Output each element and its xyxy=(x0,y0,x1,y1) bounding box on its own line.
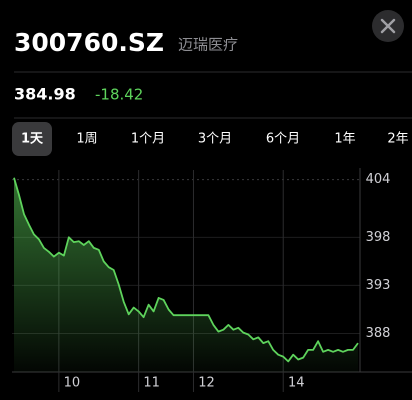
x-tick-label: 10 xyxy=(64,376,81,391)
close-icon[interactable] xyxy=(380,18,396,34)
range-tab[interactable]: 1个月 xyxy=(131,132,165,147)
range-tabs: 1天 1周 1个月 3个月 6个月 1年 2年 xyxy=(12,122,409,156)
range-tab[interactable]: 1周 xyxy=(76,132,97,147)
price-change: -18.42 xyxy=(95,86,143,104)
x-tick-label: 11 xyxy=(143,376,160,391)
price: 384.98 xyxy=(14,85,76,104)
price-line xyxy=(13,177,359,363)
company-name: 迈瑞医疗 xyxy=(178,36,238,54)
x-tick-label: 12 xyxy=(198,376,215,391)
y-tick-label: 404 xyxy=(366,172,391,187)
symbol: 300760.SZ xyxy=(14,28,164,57)
tab-selected-bg[interactable] xyxy=(12,122,52,156)
chart: 404 398 393 388 10 11 12 14 xyxy=(12,168,412,392)
x-tick-label: 14 xyxy=(288,376,305,391)
y-tick-label: 388 xyxy=(366,326,391,341)
range-tab[interactable]: 2年 xyxy=(387,132,408,147)
range-tab[interactable]: 1年 xyxy=(334,132,355,147)
range-tab[interactable]: 1天 xyxy=(21,132,44,147)
range-tab[interactable]: 3个月 xyxy=(198,132,232,147)
y-tick-label: 393 xyxy=(366,278,391,293)
y-tick-label: 398 xyxy=(366,230,391,245)
area-fill xyxy=(14,177,358,372)
close-button[interactable] xyxy=(372,10,404,42)
range-tab[interactable]: 6个月 xyxy=(266,132,300,147)
